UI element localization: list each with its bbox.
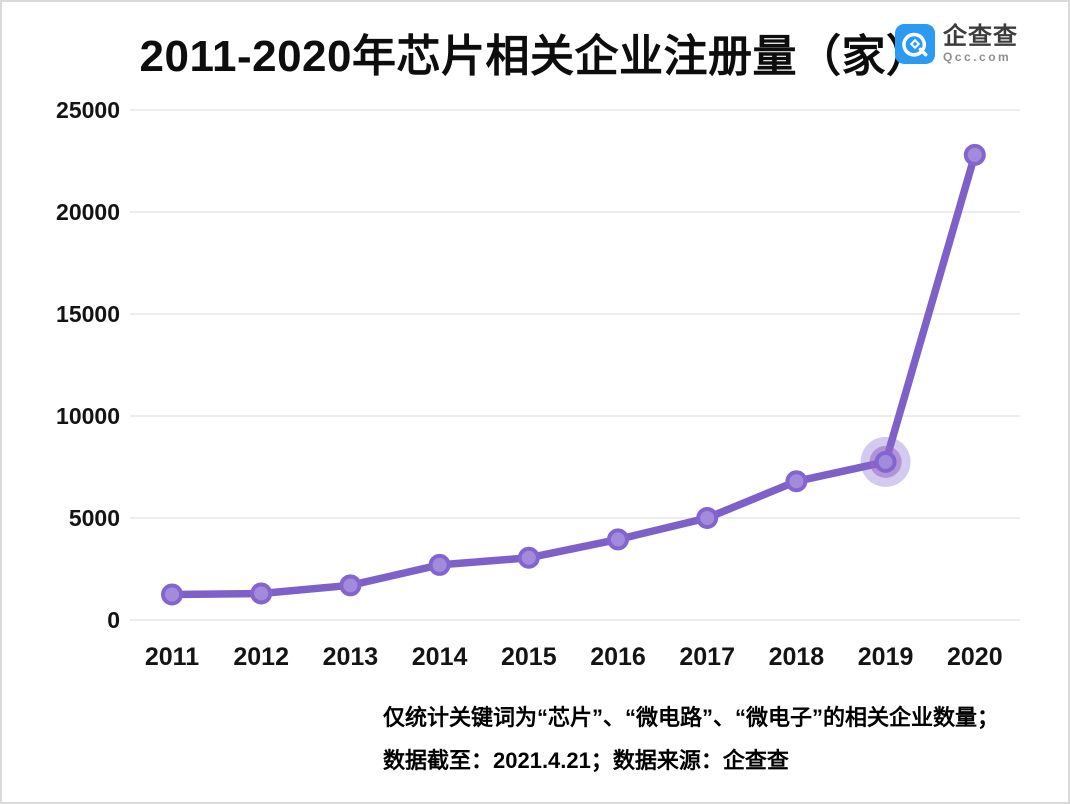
y-tick-label-20000: 20000 [56, 199, 120, 225]
x-tick-label-2011: 2011 [145, 643, 199, 671]
x-tick-label-2019: 2019 [858, 643, 914, 671]
data-point-2014[interactable] [428, 553, 451, 576]
data-point-2013[interactable] [339, 574, 362, 597]
footnote-line-2: 数据截至：2021.4.21；数据来源：企查查 [383, 748, 789, 773]
x-tick-label-2012: 2012 [233, 643, 289, 671]
y-tick-label-0: 0 [107, 607, 120, 633]
x-tick-label-2014: 2014 [412, 643, 468, 671]
x-tick-label-2016: 2016 [590, 643, 646, 671]
x-tick-label-2018: 2018 [769, 643, 825, 671]
data-point-2020[interactable] [963, 143, 986, 166]
qcc-logo[interactable]: 企查查 Qcc.com [895, 24, 1018, 64]
qcc-logo-text: 企查查 Qcc.com [943, 23, 1018, 65]
x-tick-label-2013: 2013 [323, 643, 379, 671]
x-tick-label-2020: 2020 [947, 643, 1003, 671]
y-tick-label-10000: 10000 [56, 403, 120, 429]
data-point-2018[interactable] [785, 470, 808, 493]
qcc-logo-name: 企查查 [943, 23, 1018, 50]
x-tick-label-2017: 2017 [679, 643, 735, 671]
data-point-2015[interactable] [517, 546, 540, 569]
footnote-line-1: 仅统计关键词为“芯片”、“微电路”、“微电子”的相关企业数量； [383, 705, 1000, 730]
y-tick-label-25000: 25000 [56, 97, 120, 123]
qcc-logo-domain: Qcc.com [943, 50, 1012, 64]
y-tick-label-15000: 15000 [56, 301, 120, 327]
series-line-芯片相关企业注册量（家） [168, 151, 979, 599]
data-point-2016[interactable] [607, 528, 629, 551]
chart-footnote: 仅统计关键词为“芯片”、“微电路”、“微电子”的相关企业数量； 数据截至：202… [383, 696, 999, 782]
y-tick-label-5000: 5000 [69, 505, 120, 531]
data-point-2011[interactable] [161, 583, 183, 606]
qcc-q-spiral-icon [895, 24, 935, 64]
chart-header: 2011-2020年芯片相关企业注册量（家） 企查查 Qcc.com [2, 2, 1068, 84]
chart-title: 2011-2020年芯片相关企业注册量（家） [139, 32, 931, 81]
x-tick-label-2015: 2015 [501, 643, 557, 671]
data-point-2012[interactable] [250, 582, 273, 605]
data-point-2019[interactable] [874, 450, 897, 473]
data-point-2017[interactable] [696, 507, 719, 529]
